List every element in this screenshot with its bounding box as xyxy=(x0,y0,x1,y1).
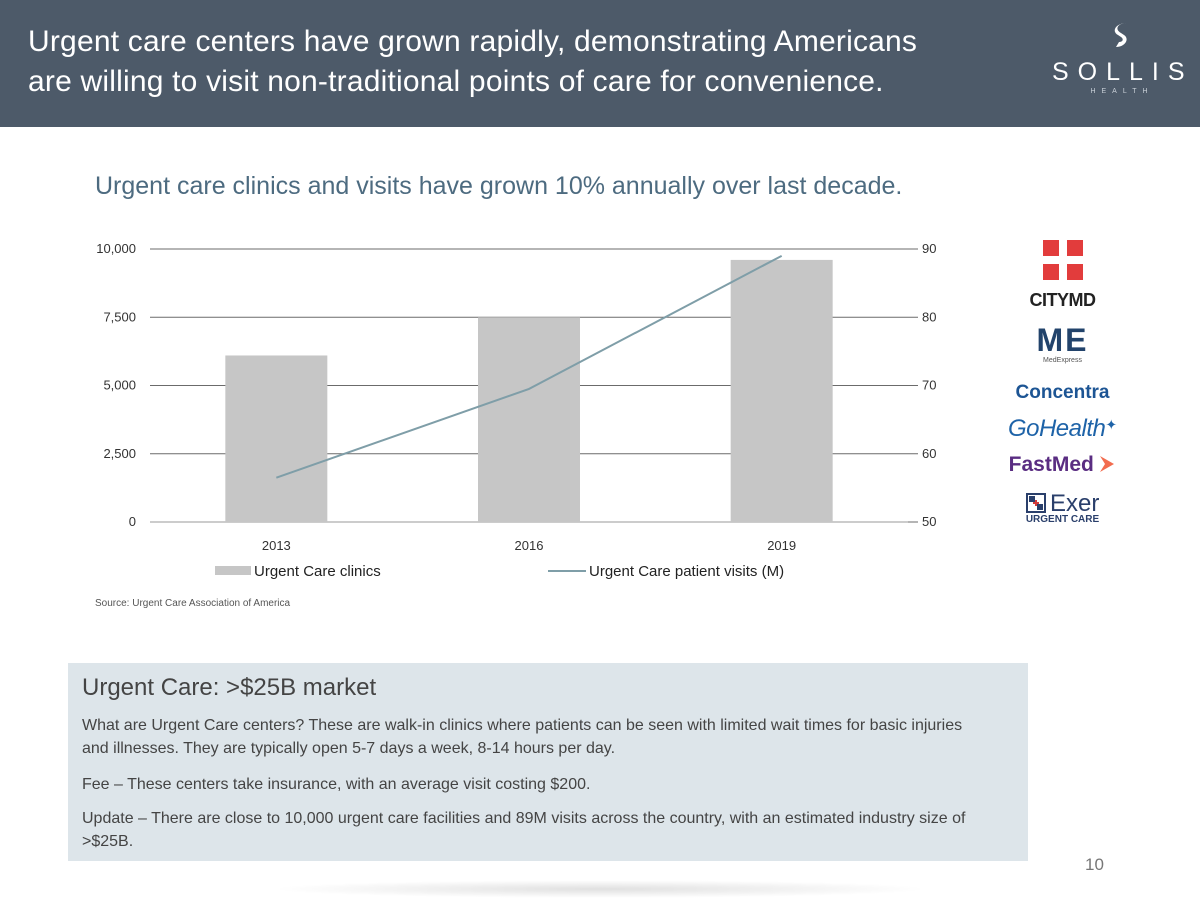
legend-swatch-clinics xyxy=(215,566,251,575)
gohealth-text: GoHealth xyxy=(1007,415,1106,442)
line-urgent-care-visits xyxy=(276,254,783,479)
info-title: Urgent Care: >$25B market xyxy=(82,674,377,701)
y-right-tick-label: 80 xyxy=(922,309,936,324)
y-right-tick-label: 50 xyxy=(922,514,936,529)
logo-name: SOLLIS xyxy=(1052,58,1194,86)
exer-text: Exer xyxy=(1050,490,1100,517)
citymd-text: CITYMD xyxy=(1029,290,1097,310)
slide-shadow xyxy=(270,880,930,898)
y-left-tick-label: 2,500 xyxy=(103,446,136,461)
medexpress-text: MedExpress xyxy=(1043,357,1082,364)
x-tick-label: 2019 xyxy=(767,538,796,553)
fastmed-arrow-icon xyxy=(1100,456,1115,472)
logo-subtext: HEALTH xyxy=(1090,88,1154,95)
x-tick-label: 2016 xyxy=(515,538,544,553)
exer-box-icon xyxy=(1025,493,1046,513)
citymd-cross-icon xyxy=(1042,240,1083,280)
chart-subtitle: Urgent care clinics and visits have grow… xyxy=(95,172,903,200)
info-paragraph-definition: What are Urgent Care centers? These are … xyxy=(82,717,963,757)
y-left-tick-label: 7,500 xyxy=(103,309,136,324)
exer-subtext: URGENT CARE xyxy=(1025,514,1100,525)
slide-title-line-1: Urgent care centers have grown rapidly, … xyxy=(28,25,918,58)
bar-urgent-care-clinics xyxy=(730,259,833,522)
slide-title-line-2: are willing to visit non-traditional poi… xyxy=(28,65,884,98)
y-left-tick-label: 10,000 xyxy=(96,241,136,256)
info-paragraph-fee: Fee – These centers take insurance, with… xyxy=(82,776,591,793)
exer-logo: Exer URGENT CARE xyxy=(990,490,1135,525)
y-left-tick-label: 0 xyxy=(129,514,136,529)
sollis-logo: SOLLIS HEALTH xyxy=(1052,18,1192,108)
citymd-logo: CITYMD xyxy=(990,235,1135,311)
y-right-tick-label: 70 xyxy=(922,378,936,393)
concentra-text: Concentra xyxy=(1015,382,1110,403)
medexpress-logo: ME MedExpress xyxy=(990,323,1135,364)
slide-title: Urgent care centers have grown rapidly, … xyxy=(28,22,1028,102)
bar-urgent-care-clinics xyxy=(225,355,328,522)
gohealth-leaf-icon: ✦ xyxy=(1105,416,1118,433)
y-right-tick-label: 60 xyxy=(922,446,936,461)
y-left-tick-label: 5,000 xyxy=(103,378,136,393)
gohealth-logo: GoHealth✦ xyxy=(990,415,1135,443)
legend-label-clinics: Urgent Care clinics xyxy=(254,563,381,580)
x-tick-label: 2013 xyxy=(262,538,291,553)
page-number: 10 xyxy=(1085,855,1104,874)
header-bar: Urgent care centers have grown rapidly, … xyxy=(0,0,1200,127)
sollis-s-icon xyxy=(1114,23,1127,47)
info-paragraph-update: Update – There are close to 10,000 urgen… xyxy=(82,810,966,850)
bar-urgent-care-clinics xyxy=(478,317,580,522)
fastmed-logo: FastMed xyxy=(990,453,1135,477)
y-right-tick-label: 90 xyxy=(922,241,936,256)
market-info-box: Urgent Care: >$25B market What are Urgen… xyxy=(68,663,1028,861)
concentra-logo: Concentra xyxy=(990,382,1135,404)
legend-label-visits: Urgent Care patient visits (M) xyxy=(589,563,784,580)
source-note: Source: Urgent Care Association of Ameri… xyxy=(95,598,291,609)
medexpress-mark: ME xyxy=(1036,322,1089,358)
fastmed-text: FastMed xyxy=(1008,453,1094,476)
